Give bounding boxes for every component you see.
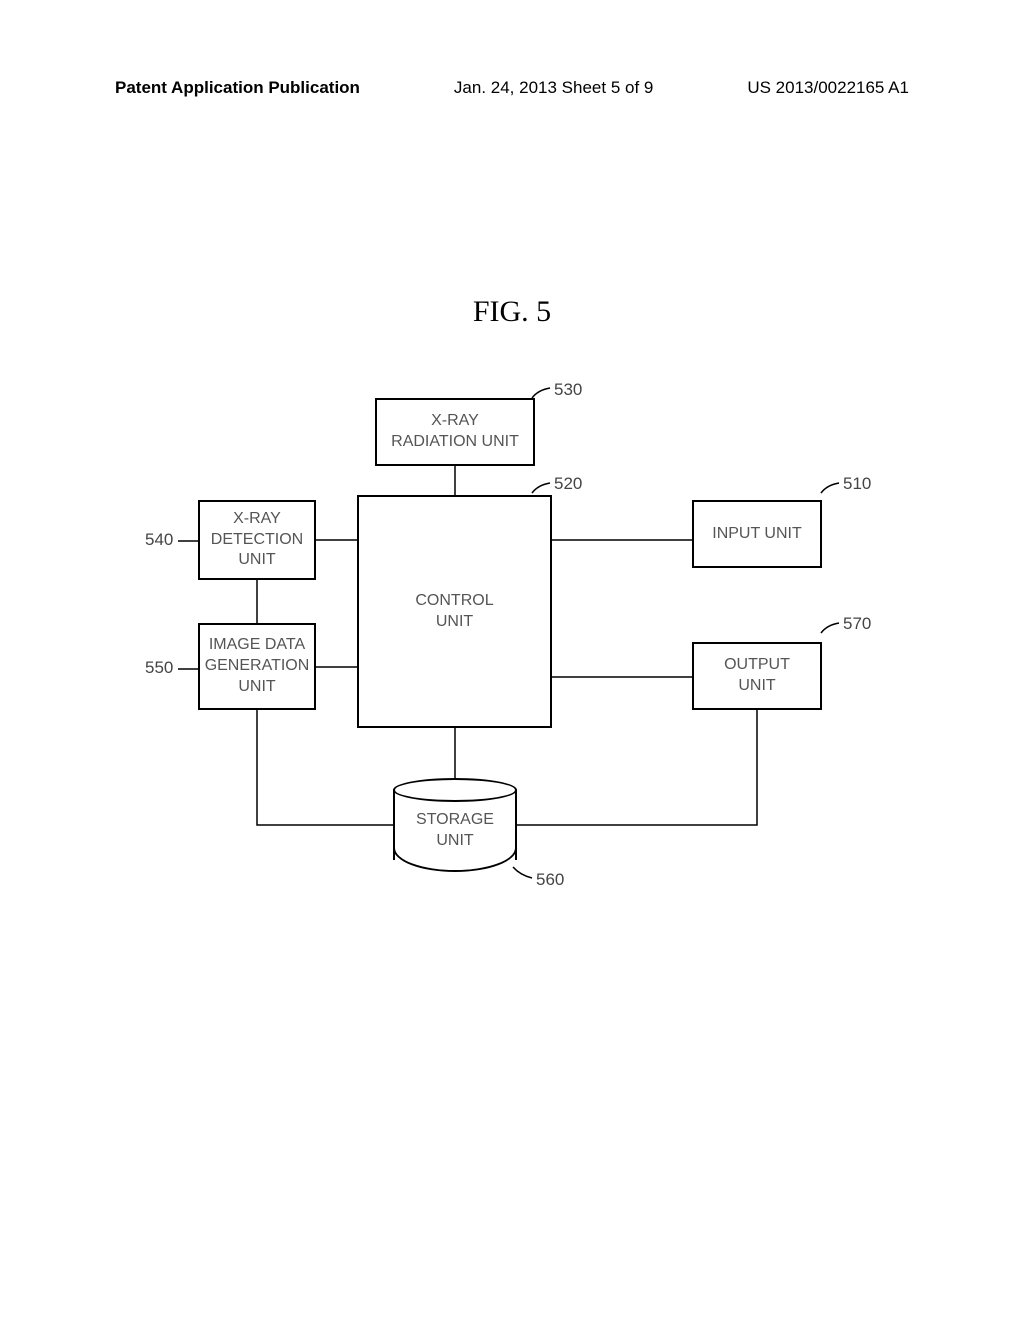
- storage-label: STORAGE UNIT: [393, 810, 517, 852]
- ref-540: 540: [145, 530, 173, 550]
- block-image-data-generation: IMAGE DATA GENERATION UNIT: [198, 623, 316, 710]
- ref-530: 530: [554, 380, 582, 400]
- ref-560: 560: [536, 870, 564, 890]
- ref-550: 550: [145, 658, 173, 678]
- block-diagram: X-RAY RADIATION UNIT 530 CONTROL UNIT 52…: [140, 380, 900, 940]
- block-output: OUTPUT UNIT: [692, 642, 822, 710]
- block-storage: STORAGE UNIT: [393, 778, 517, 873]
- header-publication: Patent Application Publication: [115, 78, 360, 98]
- ref-570: 570: [843, 614, 871, 634]
- ref-520: 520: [554, 474, 582, 494]
- block-input: INPUT UNIT: [692, 500, 822, 568]
- block-control: CONTROL UNIT: [357, 495, 552, 728]
- header-patent-number: US 2013/0022165 A1: [747, 78, 909, 98]
- header-date-sheet: Jan. 24, 2013 Sheet 5 of 9: [454, 78, 653, 98]
- ref-510: 510: [843, 474, 871, 494]
- block-xray-radiation: X-RAY RADIATION UNIT: [375, 398, 535, 466]
- block-xray-detection: X-RAY DETECTION UNIT: [198, 500, 316, 580]
- page-header: Patent Application Publication Jan. 24, …: [0, 78, 1024, 98]
- figure-title: FIG. 5: [473, 295, 551, 329]
